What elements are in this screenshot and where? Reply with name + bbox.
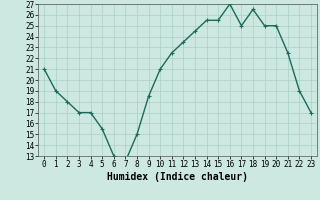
X-axis label: Humidex (Indice chaleur): Humidex (Indice chaleur)	[107, 172, 248, 182]
